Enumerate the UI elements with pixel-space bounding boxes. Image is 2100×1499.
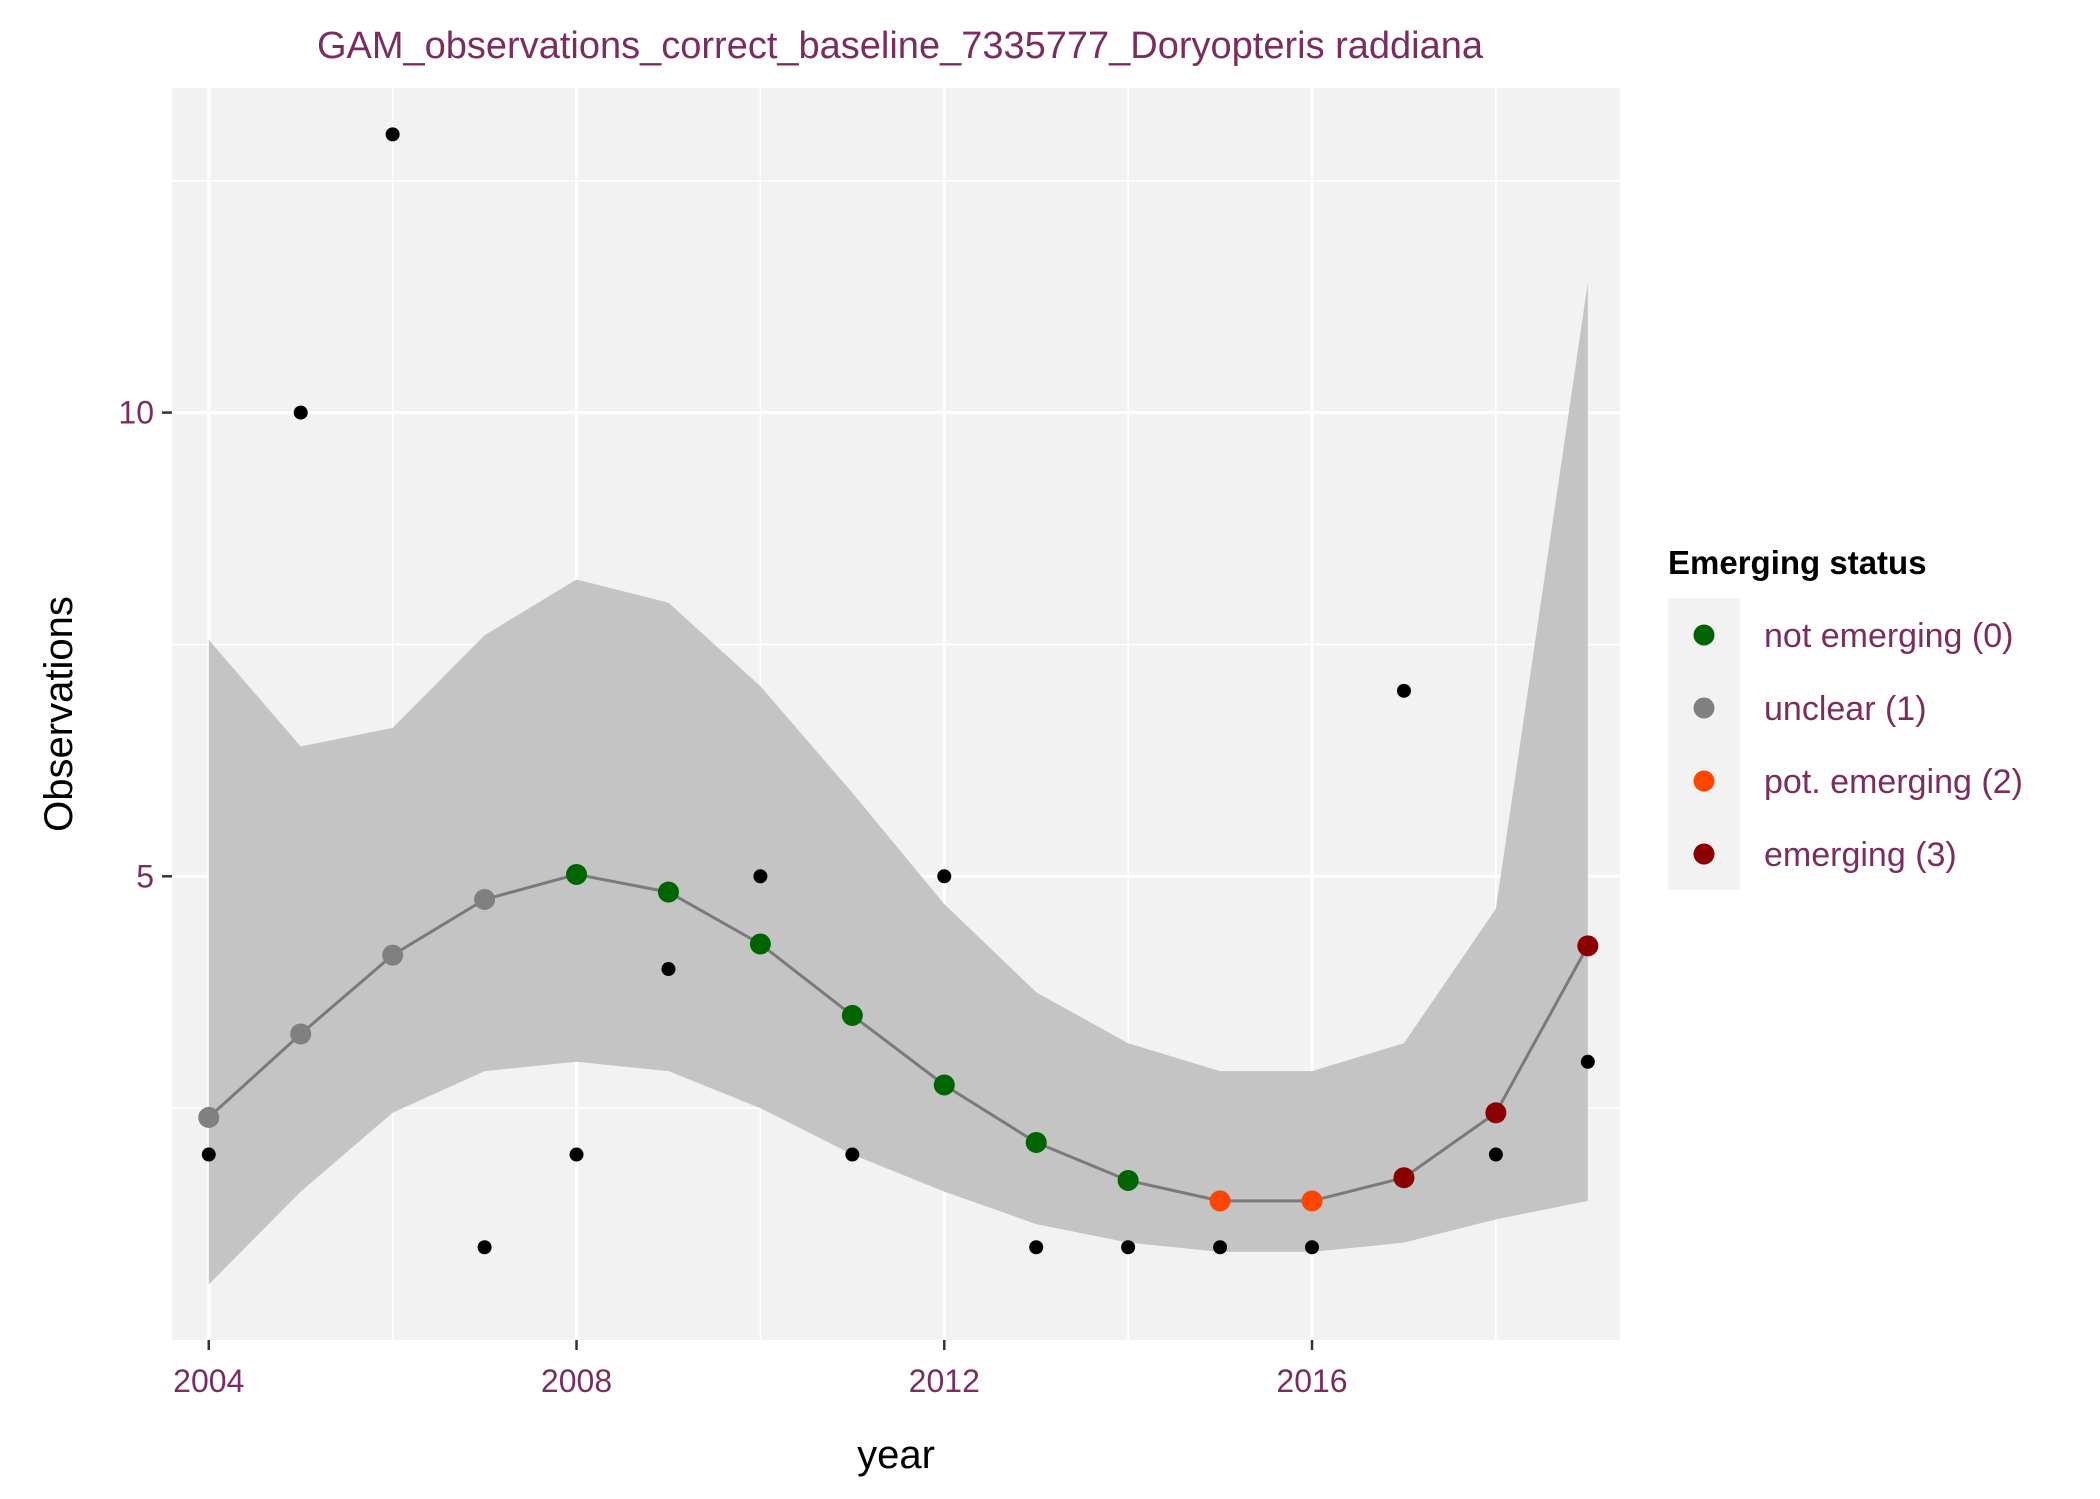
fit-point — [1485, 1102, 1507, 1124]
observation-point — [937, 869, 952, 884]
legend-key — [1693, 770, 1715, 792]
y-tick-label: 10 — [118, 395, 154, 431]
fit-point — [382, 944, 404, 966]
chart-title: GAM_observations_correct_baseline_733577… — [317, 25, 1484, 67]
x-axis: 2004 2008 2012 2016 — [173, 1340, 1348, 1399]
x-tick-label: 2004 — [173, 1363, 244, 1399]
observation-point — [477, 1240, 492, 1255]
fit-points — [198, 863, 1599, 1212]
confidence-ribbon — [208, 282, 1588, 1285]
fit-point — [933, 1074, 955, 1096]
observation-point — [1121, 1240, 1136, 1255]
legend-label: unclear (1) — [1764, 690, 1927, 728]
y-axis-title: Observations — [37, 596, 81, 832]
fit-point — [1393, 1167, 1415, 1189]
legend-label: not emerging (0) — [1764, 617, 2013, 655]
legend-label: pot. emerging (2) — [1764, 763, 2023, 801]
legend-key-background — [1668, 598, 1740, 890]
legend-label: emerging (3) — [1764, 836, 1957, 874]
fit-point — [1025, 1131, 1047, 1153]
legend: Emerging status not emerging (0) unclear … — [1668, 544, 2023, 890]
fit-point — [474, 888, 496, 910]
observation-point — [753, 869, 768, 884]
fit-point — [749, 933, 771, 955]
y-tick-label: 5 — [136, 858, 154, 894]
observation-point — [1305, 1240, 1320, 1255]
fit-point — [566, 863, 588, 885]
observation-point — [385, 127, 400, 142]
legend-key — [1693, 697, 1715, 719]
x-tick-label: 2016 — [1276, 1363, 1347, 1399]
legend-key — [1693, 843, 1715, 865]
fit-point — [1117, 1169, 1139, 1191]
fit-point — [1577, 935, 1599, 957]
fit-line — [207, 872, 1590, 1203]
observation-point — [1580, 1054, 1595, 1069]
x-tick-label: 2012 — [909, 1363, 980, 1399]
x-axis-title: year — [857, 1433, 935, 1477]
observation-point — [1396, 683, 1411, 698]
observation-point — [845, 1147, 860, 1162]
fit-point — [290, 1023, 312, 1045]
y-axis: 5 10 — [118, 395, 172, 894]
observation-point — [1029, 1240, 1044, 1255]
legend-entries: not emerging (0) unclear (1) pot. emerging… — [1693, 617, 2023, 874]
observation-point — [1488, 1147, 1503, 1162]
observation-point — [201, 1147, 216, 1162]
legend-key — [1693, 624, 1715, 646]
x-tick-label: 2008 — [541, 1363, 612, 1399]
fit-point — [1301, 1190, 1323, 1212]
observation-points — [201, 127, 1595, 1255]
fit-point — [198, 1106, 220, 1128]
legend-title: Emerging status — [1668, 544, 1927, 581]
observation-point — [569, 1147, 584, 1162]
observation-point — [293, 405, 308, 420]
observation-point — [661, 962, 676, 977]
fit-point — [1209, 1190, 1231, 1212]
fit-point — [841, 1004, 863, 1026]
observation-point — [1213, 1240, 1228, 1255]
fit-point — [657, 881, 679, 903]
